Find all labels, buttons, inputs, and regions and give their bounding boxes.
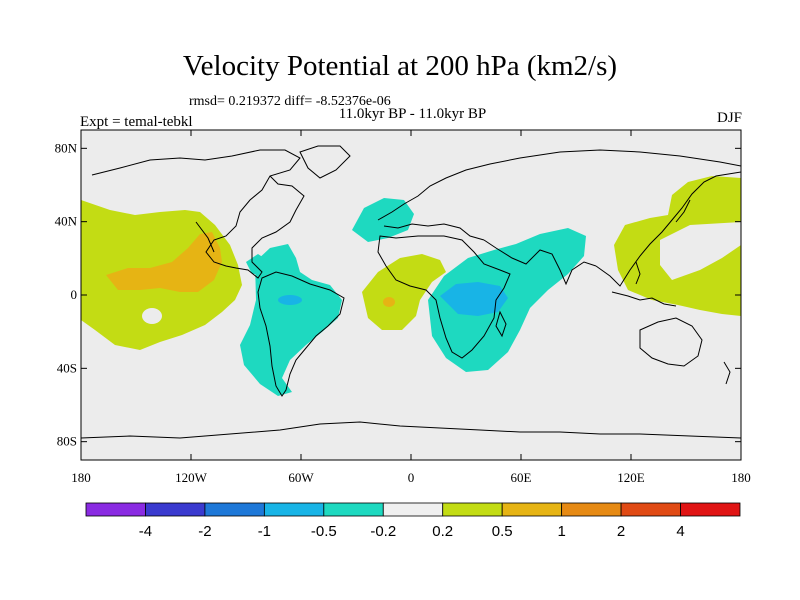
colorbar: -4 -2 -1 -0.5 -0.2 0.2 0.5 1 2 4 xyxy=(85,502,741,540)
lon-tick-label: 60E xyxy=(511,470,532,485)
africa-core-region xyxy=(440,282,508,316)
colorbar-swatch xyxy=(680,502,741,517)
colorbar-swatch xyxy=(561,502,622,517)
lon-tick-label: 60W xyxy=(288,470,314,485)
map-title: Velocity Potential at 200 hPa (km2/s) xyxy=(182,50,618,82)
colorbar-swatch xyxy=(442,502,503,517)
pacific-hole xyxy=(142,308,162,324)
season-label: DJF xyxy=(716,110,742,126)
south-america-negative-region xyxy=(240,244,342,396)
colorbar-swatch xyxy=(85,502,146,517)
experiment-label: Expt = temal-tebkl xyxy=(80,114,193,130)
lat-tick-label: 80S xyxy=(57,434,77,449)
mediterranean-negative-region xyxy=(352,198,414,242)
colorbar-swatch xyxy=(263,502,325,517)
colorbar-label: -1 xyxy=(258,523,271,540)
colorbar-swatch xyxy=(323,502,384,517)
colorbar-label: -0.5 xyxy=(311,523,337,540)
colorbar-label: -4 xyxy=(139,523,152,540)
contour-fill-layer xyxy=(81,176,741,396)
colorbar-swatch xyxy=(145,502,206,517)
latitude-axis: 80N 40N 0 40S 80S xyxy=(55,140,741,449)
colorbar-label: -2 xyxy=(198,523,211,540)
colorbar-label: 4 xyxy=(676,523,684,540)
colorbar-label: 2 xyxy=(617,523,625,540)
atlantic-positive-region xyxy=(362,254,446,330)
colorbar-label: 0.2 xyxy=(432,523,453,540)
lon-tick-label: 120W xyxy=(175,470,208,485)
colorbar-swatch xyxy=(204,502,265,517)
central-pacific-core-region xyxy=(106,232,222,292)
period-label: 11.0kyr BP - 11.0kyr BP xyxy=(338,106,487,122)
lat-tick-label: 40N xyxy=(55,214,78,229)
colorbar-swatch xyxy=(501,502,563,517)
colorbar-label: 1 xyxy=(557,523,565,540)
longitude-axis: 180 120W 60W 0 60E 120E 180 xyxy=(71,130,751,485)
colorbar-label: -0.2 xyxy=(370,523,396,540)
colorbar-swatch xyxy=(620,502,681,517)
lat-tick-label: 40S xyxy=(57,360,77,375)
lat-tick-label: 0 xyxy=(71,287,78,302)
south-america-core-region xyxy=(278,295,302,305)
africa-negative-region xyxy=(428,228,586,372)
lon-tick-label: 180 xyxy=(731,470,751,485)
west-pacific-hole xyxy=(660,222,741,280)
lon-tick-label: 0 xyxy=(408,470,415,485)
atlantic-core-region xyxy=(383,297,395,307)
lat-tick-label: 80N xyxy=(55,140,78,155)
colorbar-swatch xyxy=(382,502,444,517)
lon-tick-label: 180 xyxy=(71,470,91,485)
stats-line: rmsd= 0.219372 diff= -8.52376e-06 xyxy=(189,94,391,109)
colorbar-label: 0.5 xyxy=(492,523,513,540)
coastlines xyxy=(81,145,741,439)
lon-tick-label: 120E xyxy=(617,470,645,485)
